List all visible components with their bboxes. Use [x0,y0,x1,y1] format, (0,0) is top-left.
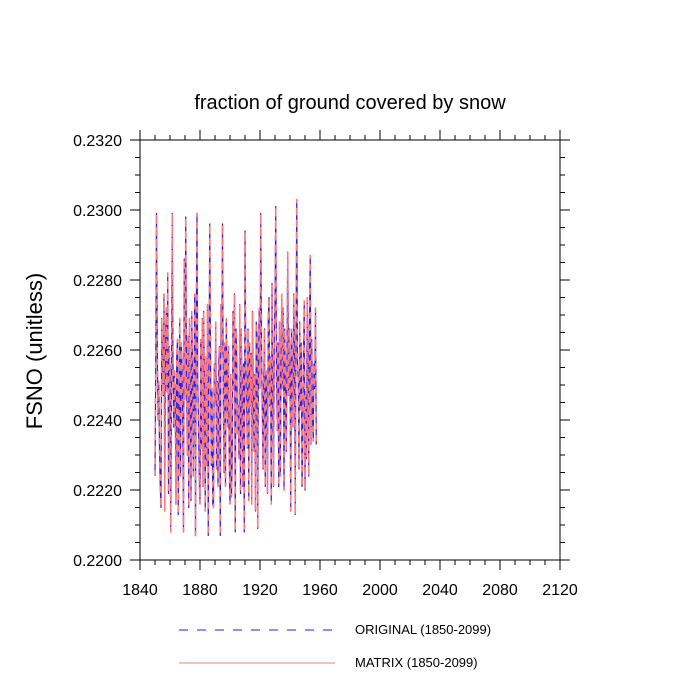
legend-label-matrix: MATRIX (1850-2099) [355,655,478,670]
y-tick-label: 0.2260 [73,343,122,360]
y-tick-labels: 0.2200 0.2220 0.2240 0.2260 0.2280 0.2300 0.23… [73,133,122,570]
legend: ORIGINAL (1850-2099) MATRIX (1850-2099) [179,622,491,670]
x-tick-label: 2000 [362,582,398,599]
series-matrix-line [154,198,318,537]
chart-title: fraction of ground covered by snow [194,92,506,114]
x-tick-label: 1840 [122,582,158,599]
y-tick-label: 0.2200 [73,553,122,570]
x-tick-label: 1920 [242,582,278,599]
x-tick-label: 1960 [302,582,338,599]
y-tick-label: 0.2280 [73,273,122,290]
plot-frame [139,139,561,561]
x-tick-label: 2040 [422,582,458,599]
y-tick-label: 0.2220 [73,483,122,500]
y-tick-label: 0.2320 [73,133,122,150]
x-tick-label: 2120 [542,582,578,599]
x-tick-label: 2080 [482,582,518,599]
x-tick-label: 1880 [182,582,218,599]
series-layer [154,198,318,537]
y-axis-label: FSNO (unitless) [22,273,47,429]
legend-label-original: ORIGINAL (1850-2099) [355,622,491,637]
y-tick-label: 0.2240 [73,413,122,430]
y-tick-label: 0.2300 [73,203,122,220]
axis-ticks [130,130,570,570]
x-tick-labels: 1840 1880 1920 1960 2000 2040 2080 2120 [122,582,578,599]
